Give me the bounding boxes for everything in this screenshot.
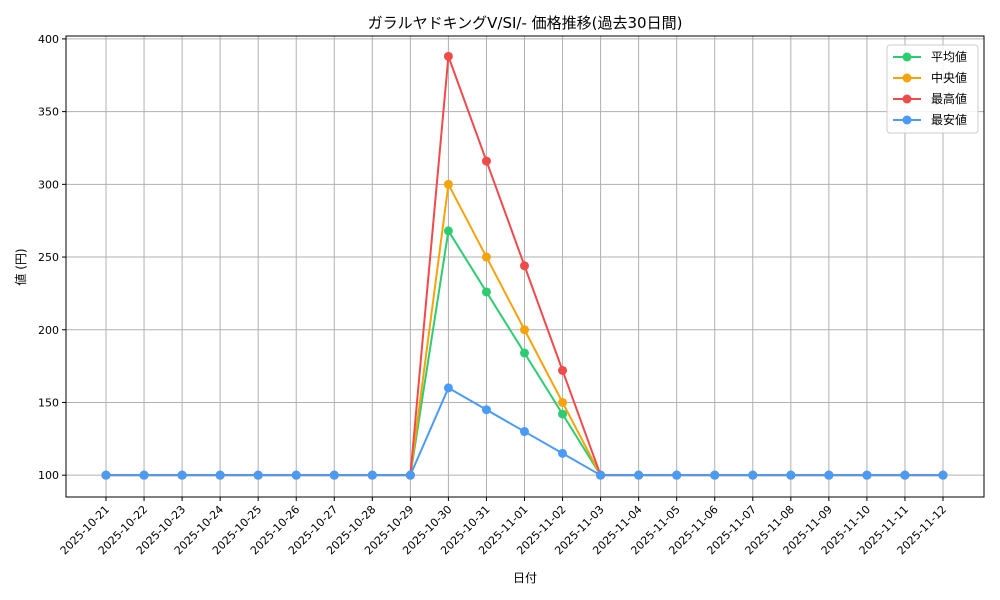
- legend-swatch-marker: [902, 52, 912, 62]
- y-tick-label: 200: [38, 324, 59, 337]
- grid: [66, 36, 984, 497]
- y-tick-label: 100: [38, 469, 59, 482]
- data-point: [443, 179, 453, 189]
- data-point: [443, 226, 453, 236]
- data-point: [215, 470, 225, 480]
- legend-swatch-marker: [902, 115, 912, 125]
- y-tick-label: 300: [38, 178, 59, 191]
- data-point: [177, 470, 187, 480]
- data-point: [710, 470, 720, 480]
- data-point: [481, 252, 491, 262]
- legend-label: 中央値: [931, 70, 967, 85]
- data-point: [520, 427, 529, 437]
- series-group: [101, 383, 948, 480]
- x-axis: 2025-10-212025-10-222025-10-232025-10-24…: [58, 497, 949, 557]
- data-point: [558, 397, 568, 407]
- legend-label: 最安値: [931, 112, 967, 127]
- y-tick-label: 150: [38, 396, 59, 409]
- data-point: [520, 325, 529, 335]
- data-point: [139, 470, 149, 480]
- series-layer: [101, 51, 948, 480]
- data-point: [596, 470, 606, 480]
- data-point: [558, 448, 568, 458]
- legend-swatch-marker: [902, 73, 912, 83]
- data-point: [862, 470, 872, 480]
- data-point: [938, 470, 948, 480]
- y-tick-label: 250: [38, 251, 59, 264]
- data-point: [481, 287, 491, 297]
- data-point: [558, 409, 568, 419]
- data-point: [443, 383, 453, 393]
- y-axis-label: 値 (円): [13, 248, 28, 285]
- data-point: [367, 470, 377, 480]
- data-point: [481, 405, 491, 415]
- legend-label: 平均値: [931, 49, 967, 64]
- y-axis: 100 150 200 250 300 350 400: [38, 33, 66, 482]
- data-point: [405, 470, 415, 480]
- data-point: [520, 261, 529, 271]
- legend-swatch-marker: [902, 94, 912, 104]
- data-point: [291, 470, 301, 480]
- data-point: [748, 470, 758, 480]
- data-point: [634, 470, 644, 480]
- x-axis-label: 日付: [513, 571, 537, 585]
- legend-label: 最高値: [931, 91, 967, 106]
- y-tick-label: 350: [38, 106, 59, 119]
- data-point: [481, 156, 491, 166]
- y-tick-label: 400: [38, 33, 59, 46]
- data-point: [520, 348, 529, 358]
- data-point: [253, 470, 263, 480]
- chart-title: ガラルヤドキングV/SI/- 価格推移(過去30日間): [368, 14, 683, 32]
- legend-box: [886, 44, 979, 134]
- data-point: [558, 365, 568, 375]
- data-point: [443, 51, 453, 61]
- data-point: [786, 470, 796, 480]
- data-point: [824, 470, 834, 480]
- data-point: [672, 470, 682, 480]
- data-point: [101, 470, 111, 480]
- data-point: [900, 470, 910, 480]
- data-point: [329, 470, 339, 480]
